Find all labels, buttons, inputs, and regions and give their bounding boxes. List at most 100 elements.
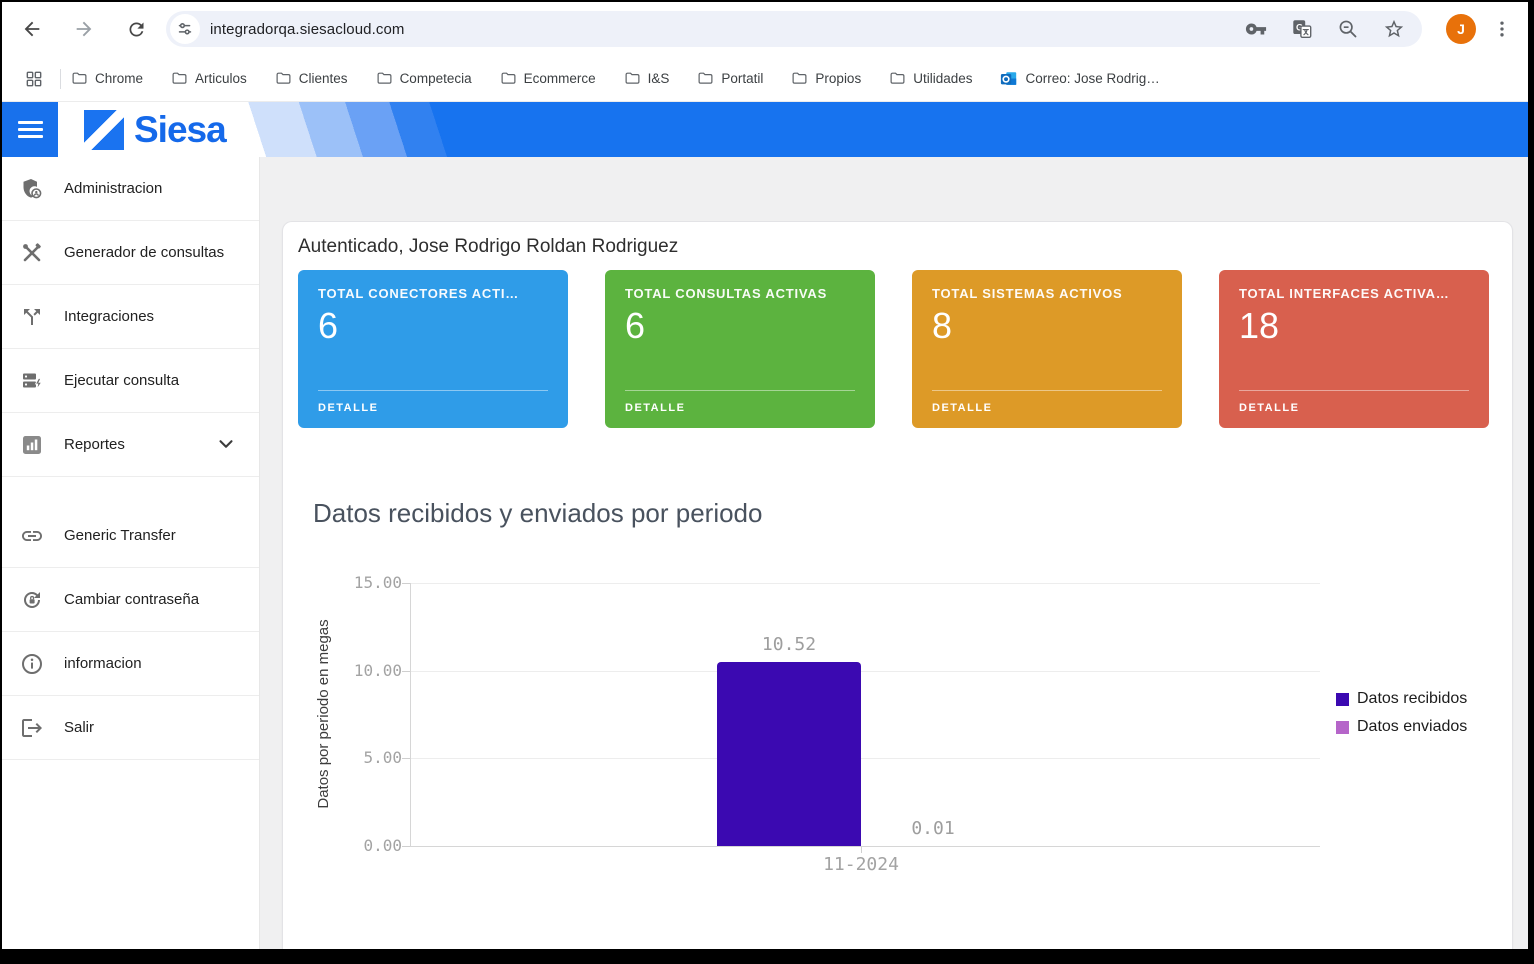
siesa-logo-mark-icon bbox=[84, 109, 124, 150]
authenticated-user-text: Autenticado, Jose Rodrigo Roldan Rodrigu… bbox=[298, 236, 679, 257]
shield-person-icon bbox=[23, 178, 42, 198]
y-tick-label: 10.00 bbox=[353, 660, 402, 680]
gridline bbox=[410, 758, 1320, 760]
sidebar-item-generic-transfer[interactable]: Generic Transfer bbox=[2, 504, 259, 568]
bookmark-button[interactable] bbox=[1380, 15, 1408, 43]
outlook-icon bbox=[1001, 71, 1017, 85]
sidebar-item-ejecutar-consulta[interactable]: Ejecutar consulta bbox=[2, 349, 259, 413]
forward-button[interactable] bbox=[70, 15, 98, 43]
bookmark-folder-competecia[interactable]: Competecia bbox=[376, 70, 472, 87]
folder-icon bbox=[698, 72, 713, 84]
card-title: TOTAL CONSULTAS ACTIVAS bbox=[625, 286, 828, 301]
y-tick-label: 15.00 bbox=[353, 573, 402, 592]
sidebar-item-reportes[interactable]: Reportes bbox=[2, 413, 259, 477]
hamburger-menu-button[interactable] bbox=[2, 102, 58, 157]
header-stripe-band: Siesa bbox=[58, 102, 1528, 157]
bookmark-folder-is[interactable]: I&S bbox=[624, 70, 669, 87]
reload-icon bbox=[129, 21, 143, 36]
gridline bbox=[410, 670, 1320, 672]
sidebar-item-integraciones[interactable]: Integraciones bbox=[2, 285, 259, 349]
bar-chart-icon bbox=[23, 435, 41, 454]
bar-value-label: 10.52 bbox=[761, 633, 817, 655]
three-dots-icon bbox=[1500, 21, 1504, 37]
card-total-conectores[interactable]: TOTAL CONECTORES ACTI… 6 DETALLE bbox=[298, 270, 568, 428]
run-query-icon bbox=[23, 373, 43, 389]
address-bar[interactable]: integradorqa.siesacloud.com G bbox=[166, 11, 1422, 47]
card-value: 6 bbox=[318, 305, 339, 346]
reload-button[interactable] bbox=[122, 15, 150, 43]
card-value: 18 bbox=[1239, 305, 1280, 346]
legend-item-datos-enviados[interactable]: Datos enviados bbox=[1336, 718, 1467, 736]
zoom-button[interactable] bbox=[1334, 15, 1362, 43]
siesa-logo-text: Siesa bbox=[134, 108, 227, 150]
x-tick-mark bbox=[861, 846, 862, 853]
browser-window: integradorqa.siesacloud.com G bbox=[2, 2, 1528, 949]
bookmark-folder-ecommerce[interactable]: Ecommerce bbox=[500, 70, 596, 87]
profile-avatar[interactable]: J bbox=[1446, 14, 1476, 44]
legend-swatch-recibidos bbox=[1336, 692, 1349, 706]
card-title: TOTAL SISTEMAS ACTIVOS bbox=[932, 286, 1123, 301]
detalle-link[interactable]: DETALLE bbox=[318, 390, 548, 414]
detalle-link[interactable]: DETALLE bbox=[1239, 390, 1469, 414]
bookmarks-separator bbox=[60, 68, 61, 89]
split-arrows-icon bbox=[24, 308, 40, 325]
forward-arrow-icon bbox=[76, 21, 92, 37]
card-title: TOTAL CONECTORES ACTI… bbox=[318, 286, 520, 301]
bookmark-outlook-correo[interactable]: Correo: Jose Rodrig… bbox=[1000, 70, 1160, 88]
tools-icon bbox=[23, 242, 41, 261]
detalle-link[interactable]: DETALLE bbox=[625, 390, 855, 414]
apps-grid-button[interactable] bbox=[20, 65, 48, 93]
sidebar-item-cambiar-contrasena[interactable]: Cambiar contraseña bbox=[2, 568, 259, 632]
chevron-down-icon[interactable] bbox=[215, 433, 237, 455]
site-settings-sliders-icon bbox=[178, 23, 192, 35]
sidebar: Administracion Generador de consultas In… bbox=[2, 157, 260, 949]
card-total-sistemas[interactable]: TOTAL SISTEMAS ACTIVOS 8 DETALLE bbox=[912, 270, 1182, 428]
site-settings-button[interactable] bbox=[170, 14, 200, 44]
legend-item-datos-recibidos[interactable]: Datos recibidos bbox=[1336, 690, 1467, 708]
back-arrow-icon bbox=[24, 21, 40, 37]
sidebar-item-administracion[interactable]: Administracion bbox=[2, 157, 259, 221]
card-total-interfaces[interactable]: TOTAL INTERFACES ACTIVA… 18 DETALLE bbox=[1219, 270, 1489, 428]
star-icon bbox=[1384, 19, 1404, 38]
card-total-consultas[interactable]: TOTAL CONSULTAS ACTIVAS 6 DETALLE bbox=[605, 270, 875, 428]
y-axis-title: Datos por periodo en megas bbox=[315, 619, 332, 809]
bar-value-label: 0.01 bbox=[911, 817, 955, 839]
main-content: Autenticado, Jose Rodrigo Roldan Rodrigu… bbox=[260, 157, 1528, 949]
svg-text:G: G bbox=[1296, 22, 1303, 32]
browser-menu-button[interactable] bbox=[1488, 15, 1516, 43]
bookmark-folder-portatil[interactable]: Portatil bbox=[697, 70, 763, 87]
card-title: TOTAL INTERFACES ACTIVA… bbox=[1239, 286, 1450, 301]
password-manager-button[interactable] bbox=[1242, 15, 1270, 43]
back-button[interactable] bbox=[18, 15, 46, 43]
sidebar-item-generador-de-consultas[interactable]: Generador de consultas bbox=[2, 221, 259, 285]
sidebar-item-salir[interactable]: Salir bbox=[2, 696, 259, 760]
dashboard-panel: Autenticado, Jose Rodrigo Roldan Rodrigu… bbox=[282, 221, 1513, 949]
apps-grid-icon bbox=[26, 71, 42, 86]
folder-icon bbox=[501, 72, 516, 84]
bookmark-folder-articulos[interactable]: Articulos bbox=[171, 70, 247, 87]
gridline bbox=[410, 583, 1320, 584]
siesa-logo: Siesa bbox=[84, 108, 227, 151]
bookmark-folder-utilidades[interactable]: Utilidades bbox=[889, 70, 972, 87]
app-header: Siesa bbox=[2, 102, 1528, 157]
sidebar-item-informacion[interactable]: informacion bbox=[2, 632, 259, 696]
bookmark-folder-clientes[interactable]: Clientes bbox=[275, 70, 348, 87]
zoom-out-icon bbox=[1339, 20, 1357, 38]
bookmark-folder-chrome[interactable]: Chrome bbox=[71, 70, 143, 87]
logout-icon bbox=[22, 718, 42, 737]
bar-chart: Datos recibidos y enviados por periodo D… bbox=[283, 428, 1512, 898]
detalle-link[interactable]: DETALLE bbox=[932, 390, 1162, 414]
folder-icon bbox=[276, 72, 291, 84]
y-tick-mark bbox=[402, 670, 410, 672]
chart-title: Datos recibidos y enviados por periodo bbox=[313, 498, 763, 528]
translate-button[interactable]: G bbox=[1288, 15, 1316, 43]
link-icon bbox=[22, 530, 42, 541]
card-value: 8 bbox=[932, 305, 953, 346]
bookmark-folder-propios[interactable]: Propios bbox=[791, 70, 861, 87]
folder-icon bbox=[890, 72, 905, 84]
url-text[interactable]: integradorqa.siesacloud.com bbox=[210, 20, 405, 38]
browser-toolbar: integradorqa.siesacloud.com G bbox=[2, 2, 1528, 56]
info-icon bbox=[22, 653, 42, 674]
y-tick-label: 0.00 bbox=[363, 836, 402, 855]
